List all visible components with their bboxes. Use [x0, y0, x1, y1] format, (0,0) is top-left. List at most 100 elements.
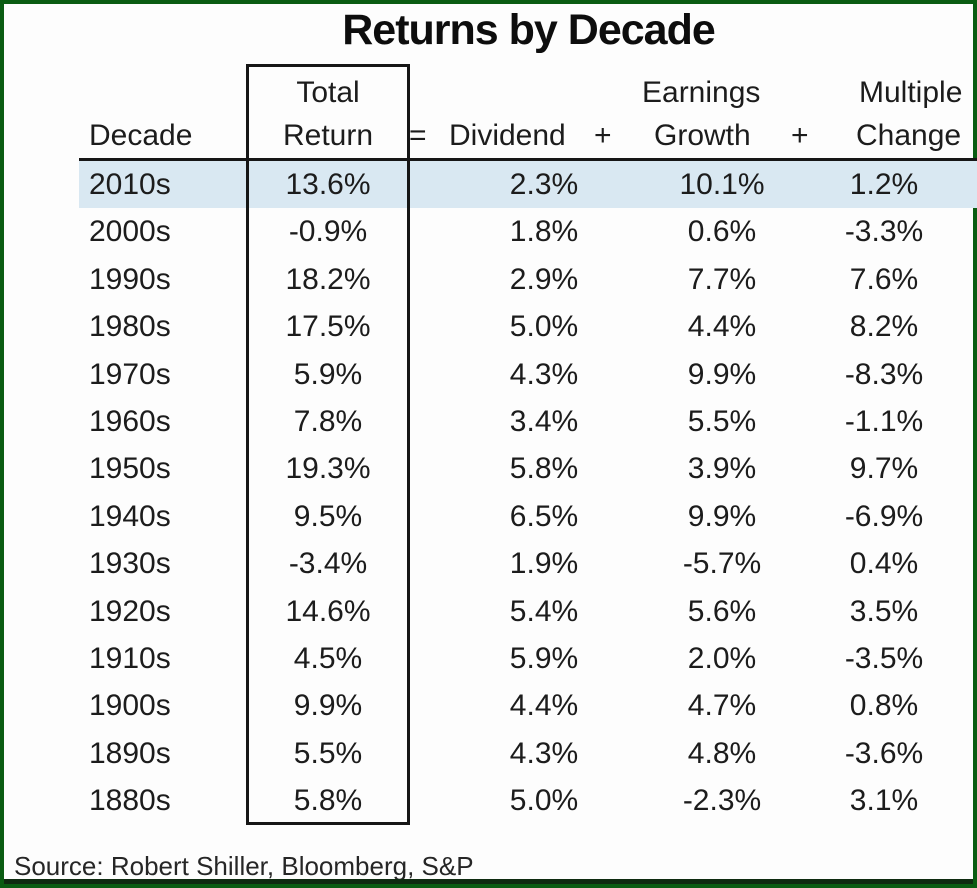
earnings-growth-cell: 9.9% [687, 357, 757, 391]
source-note: Source: Robert Shiller, Bloomberg, S&P [14, 851, 474, 881]
earnings-growth-cell: 9.9% [687, 499, 757, 533]
header-decade: Decade [89, 119, 193, 152]
multiple-change-cell: 3.1% [849, 784, 919, 818]
returns-table: Total Earnings Multiple Decade Return = … [79, 64, 977, 825]
table-header-line1: Total Earnings Multiple [79, 64, 977, 116]
decade-cell: 1980s [89, 310, 171, 344]
table-row: 2000s -0.9% 1.8% 0.6% -3.3% [79, 208, 977, 255]
multiple-change-cell: 8.2% [849, 310, 919, 344]
total-return-cell: 9.5% [293, 499, 363, 533]
header-change-line2: Change [856, 119, 962, 152]
total-return-cell: -0.9% [288, 215, 368, 249]
spacer-cell [410, 730, 434, 777]
earnings-growth-cell: 7.7% [687, 262, 757, 296]
multiple-change-cell: -8.3% [844, 357, 924, 391]
decade-cell: 1950s [89, 452, 171, 486]
decade-cell: 1930s [89, 547, 171, 581]
multiple-change-cell: -1.1% [844, 404, 924, 438]
total-return-cell: -3.4% [288, 547, 368, 581]
header-rule [79, 158, 977, 161]
spacer-cell [410, 351, 434, 398]
table-row: 1950s 19.3% 5.8% 3.9% 9.7% [79, 445, 977, 492]
header-total-line2: Return [282, 119, 374, 152]
header-total-line1: Total [296, 76, 360, 109]
multiple-change-cell: -3.5% [844, 641, 924, 675]
dividend-cell: 5.0% [509, 784, 579, 818]
table-row: 1930s -3.4% 1.9% -5.7% 0.4% [79, 540, 977, 587]
total-return-cell: 5.8% [293, 784, 363, 818]
table-header-line2: Decade Return = Dividend + Growth + Chan… [79, 116, 977, 158]
multiple-change-cell: 0.8% [849, 689, 919, 723]
dividend-cell: 2.3% [509, 168, 579, 201]
decade-cell: 1900s [89, 689, 171, 723]
decade-cell: 1920s [89, 594, 171, 628]
dividend-cell: 1.8% [509, 215, 579, 249]
table-row: 1970s 5.9% 4.3% 9.9% -8.3% [79, 351, 977, 398]
spacer-cell [410, 398, 434, 445]
decade-cell: 1890s [89, 736, 171, 770]
total-return-cell: 18.2% [285, 262, 371, 296]
decade-cell: 1940s [89, 499, 171, 533]
earnings-growth-cell: 2.0% [687, 641, 757, 675]
dividend-cell: 5.9% [509, 641, 579, 675]
header-dividend: Dividend [449, 119, 566, 152]
dividend-cell: 4.4% [509, 689, 579, 723]
spacer-cell [410, 161, 434, 208]
table-row: 1910s 4.5% 5.9% 2.0% -3.5% [79, 635, 977, 682]
decade-cell: 2000s [89, 215, 171, 249]
table-row: 1900s 9.9% 4.4% 4.7% 0.8% [79, 682, 977, 729]
earnings-growth-cell: 10.1% [679, 168, 765, 201]
spacer-cell [410, 588, 434, 635]
decade-cell: 1880s [89, 784, 171, 818]
earnings-growth-cell: 4.8% [687, 736, 757, 770]
total-return-cell: 4.5% [293, 641, 363, 675]
dividend-cell: 3.4% [509, 404, 579, 438]
total-return-cell: 13.6% [285, 168, 371, 201]
table-row: 1940s 9.5% 6.5% 9.9% -6.9% [79, 493, 977, 540]
dividend-cell: 4.3% [509, 357, 579, 391]
decade-cell: 1990s [89, 262, 171, 296]
earnings-growth-cell: 4.7% [687, 689, 757, 723]
table-body: 2010s 13.6% 2.3% 10.1% 1.2% 2000s -0.9% … [79, 161, 977, 824]
multiple-change-cell: 3.5% [849, 594, 919, 628]
spacer-cell [410, 777, 434, 824]
total-return-cell: 14.6% [285, 594, 371, 628]
multiple-change-cell: 9.7% [849, 452, 919, 486]
table-row: 1880s 5.8% 5.0% -2.3% 3.1% [79, 777, 977, 824]
earnings-growth-cell: -2.3% [682, 784, 762, 818]
dividend-cell: 4.3% [509, 736, 579, 770]
spacer-cell [410, 303, 434, 350]
spacer-cell [410, 445, 434, 492]
multiple-change-cell: -3.3% [844, 215, 924, 249]
decade-cell: 1910s [89, 641, 171, 675]
total-return-cell: 9.9% [293, 689, 363, 723]
earnings-growth-cell: -5.7% [682, 547, 762, 581]
table-row: 1980s 17.5% 5.0% 4.4% 8.2% [79, 303, 977, 350]
plus-sign-1: + [594, 119, 612, 152]
bottom-border-band [4, 879, 973, 884]
total-return-cell: 5.5% [293, 736, 363, 770]
page-title: Returns by Decade [342, 6, 716, 54]
total-return-cell: 19.3% [285, 452, 371, 486]
table-row: 1890s 5.5% 4.3% 4.8% -3.6% [79, 730, 977, 777]
dividend-cell: 5.4% [509, 594, 579, 628]
decade-cell: 2010s [89, 168, 171, 201]
dividend-cell: 1.9% [509, 547, 579, 581]
earnings-growth-cell: 3.9% [687, 452, 757, 486]
multiple-change-cell: -6.9% [844, 499, 924, 533]
table-row: 1990s 18.2% 2.9% 7.7% 7.6% [79, 256, 977, 303]
total-return-cell: 7.8% [293, 404, 363, 438]
spacer-cell [410, 682, 434, 729]
plus-sign-2: + [791, 119, 809, 152]
earnings-growth-cell: 5.6% [687, 594, 757, 628]
dividend-cell: 2.9% [509, 262, 579, 296]
decade-cell: 1970s [89, 357, 171, 391]
spacer-cell [410, 208, 434, 255]
spacer-cell [410, 256, 434, 303]
multiple-change-cell: 7.6% [849, 262, 919, 296]
multiple-change-cell: 0.4% [849, 547, 919, 581]
dividend-cell: 5.8% [509, 452, 579, 486]
earnings-growth-cell: 5.5% [687, 404, 757, 438]
table-row: 1920s 14.6% 5.4% 5.6% 3.5% [79, 588, 977, 635]
